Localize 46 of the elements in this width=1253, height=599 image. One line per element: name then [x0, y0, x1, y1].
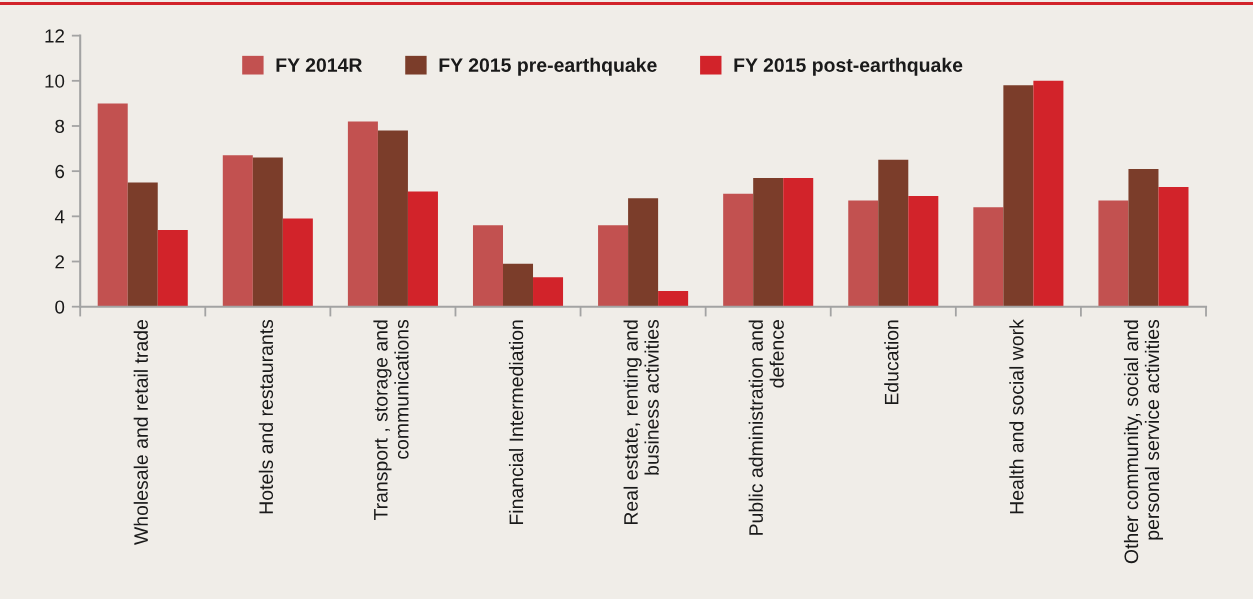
x-tick-label: Real estate, renting and business activities — [623, 319, 659, 525]
bar — [127, 182, 158, 307]
bar — [783, 177, 814, 307]
legend-label: FY 2015 post-earthquake — [734, 57, 963, 76]
bar — [282, 218, 313, 307]
bar — [1003, 85, 1034, 307]
y-tick-label: 0 — [55, 300, 65, 314]
x-tick-label: Financial Intermediation — [508, 320, 524, 525]
bar — [503, 263, 534, 307]
bar — [222, 155, 253, 307]
x-tick-label: Education — [884, 320, 899, 405]
y-tick-label: 8 — [55, 119, 65, 133]
x-tick-label: Health and social work — [1009, 319, 1024, 514]
bar — [377, 130, 408, 307]
bar — [157, 229, 188, 307]
bar — [1158, 186, 1189, 307]
bar — [252, 157, 283, 307]
bar — [533, 277, 564, 307]
bar — [628, 198, 659, 307]
y-tick-label: 4 — [54, 210, 65, 224]
x-tick-label: Other community, social and personal service activities — [1123, 319, 1163, 564]
bar — [723, 193, 754, 307]
bar — [472, 225, 503, 307]
y-tick-label: 12 — [45, 29, 64, 43]
x-tick-label: Transport , storage and communications — [373, 319, 409, 521]
legend-label: FY 2014R — [276, 58, 363, 72]
bar — [97, 103, 128, 307]
bar — [1098, 200, 1129, 307]
x-tick-label: Wholesale and retail trade — [133, 320, 148, 545]
bar — [658, 290, 689, 307]
legend-label: FY 2015 pre-earthquake — [439, 57, 657, 76]
bar — [407, 191, 438, 307]
bar — [1033, 80, 1064, 307]
x-tick-label: Public administration and defence — [748, 320, 784, 535]
bar — [347, 121, 378, 307]
bar — [753, 177, 784, 307]
bar — [1128, 168, 1159, 307]
y-tick-label: 2 — [55, 255, 64, 269]
bar — [878, 159, 909, 307]
bar — [848, 200, 879, 307]
bar — [973, 207, 1004, 307]
bar — [908, 196, 939, 307]
bar — [598, 225, 629, 307]
y-tick-label: 6 — [55, 164, 65, 179]
y-tick-label: 10 — [45, 74, 65, 88]
x-tick-label: Hotels and restaurants — [258, 319, 274, 514]
